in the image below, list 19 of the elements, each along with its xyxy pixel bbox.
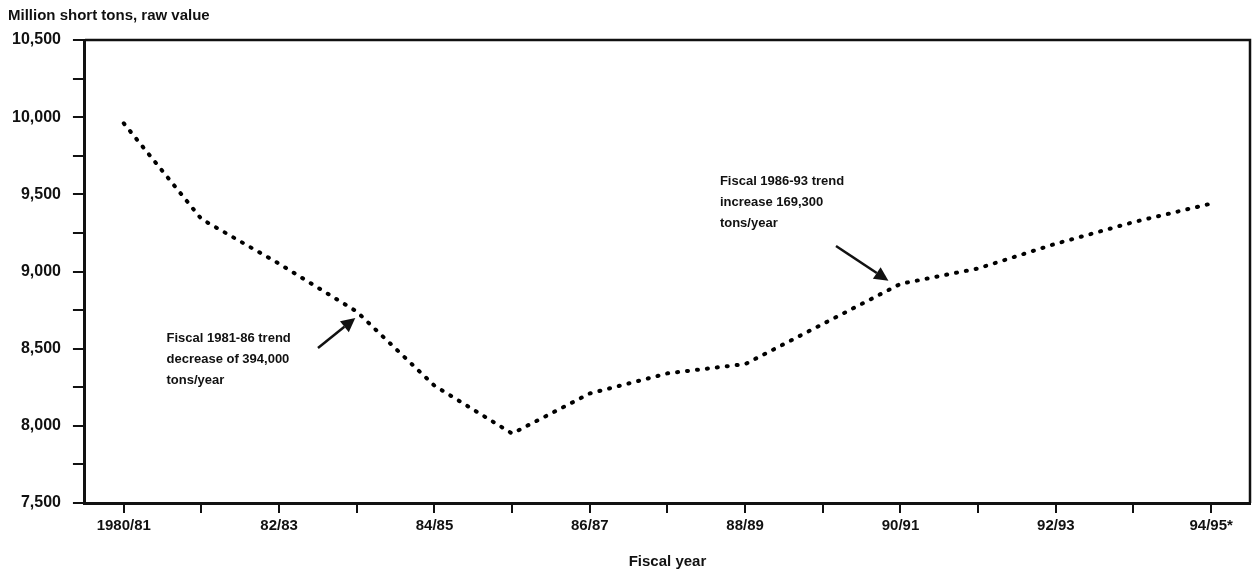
y-tick-label: 9,500: [20, 184, 62, 202]
x-tick-label: 94/95*: [1189, 516, 1234, 534]
x-tick-label: 82/83: [260, 516, 298, 534]
x-tick-label: 92/93: [1037, 516, 1075, 534]
y-tick-label: 8,500: [20, 339, 62, 357]
x-tick-label: 1980/81: [96, 516, 151, 534]
chart-title: Million short tons, raw value: [8, 6, 210, 23]
annotation: Fiscal 1986-93 trend increase 169,300 tons/year: [719, 171, 846, 232]
y-tick-label: 7,500: [20, 493, 62, 511]
y-tick-label: 10,500: [12, 30, 62, 48]
x-tick-label: 86/87: [571, 516, 609, 534]
x-tick-label: 84/85: [415, 516, 454, 534]
annotation: Fiscal 1981-86 trend decrease of 394,000 tons/year: [166, 329, 292, 390]
x-axis-title: Fiscal year: [628, 552, 707, 570]
y-tick-label: 9,000: [20, 261, 62, 279]
y-tick-label: 8,000: [20, 416, 62, 434]
x-tick-label: 90/91: [881, 516, 920, 534]
y-tick-label: 10,000: [12, 107, 62, 125]
x-tick-label: 88/89: [726, 516, 764, 534]
